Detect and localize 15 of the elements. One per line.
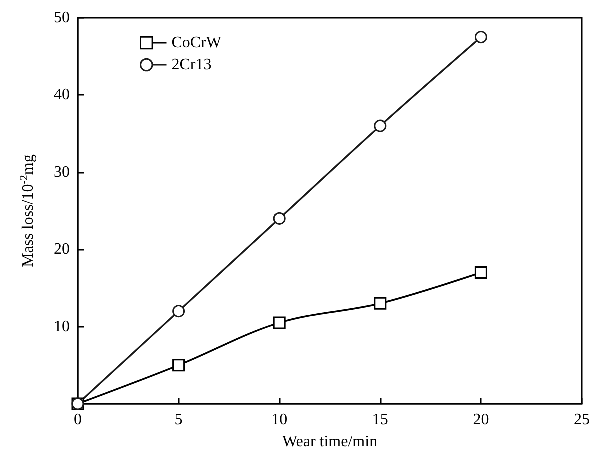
y-axis-title: Mass loss/10-2mg [18, 154, 37, 268]
x-tick-label: 20 [473, 412, 490, 428]
x-tick-label: 15 [372, 412, 388, 428]
y-tick-label: 30 [54, 164, 70, 181]
x-tick-label: 5 [174, 412, 183, 428]
legend-label: CoCrW [172, 34, 222, 52]
y-tick-label: 40 [54, 86, 70, 104]
legend-label: 2Cr13 [172, 56, 212, 74]
x-tick-label: 25 [574, 412, 590, 428]
y-tick-label: 20 [54, 241, 70, 258]
x-tick-label: 0 [74, 412, 82, 428]
y-tick-label: 10 [54, 318, 70, 336]
x-tick-label: 10 [272, 412, 288, 428]
y-tick-label: 50 [54, 10, 70, 26]
x-axis-title: Wear time/min [282, 434, 378, 450]
